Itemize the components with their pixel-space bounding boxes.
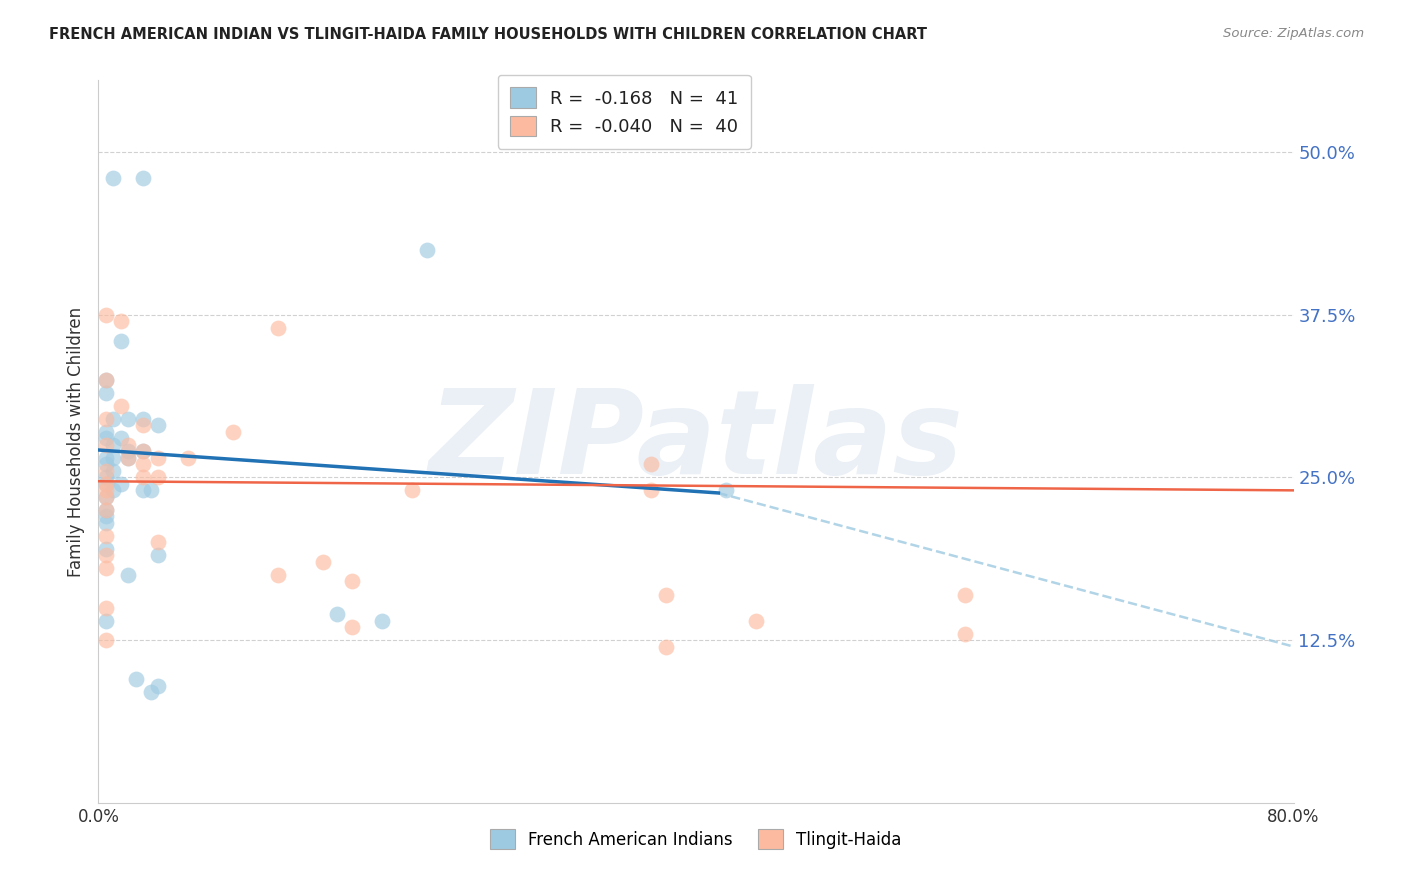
Point [94, 549, 117, 563]
Point [117, 450, 139, 465]
Point [94, 600, 117, 615]
Point [139, 483, 162, 498]
Point [222, 425, 245, 439]
Point [148, 470, 170, 484]
Point [416, 243, 439, 257]
Point [103, 450, 125, 465]
Text: ZIPatlas: ZIPatlas [429, 384, 963, 499]
Point [148, 418, 170, 433]
Point [94, 450, 117, 465]
Point [267, 568, 290, 582]
Point [117, 438, 139, 452]
Point [94, 541, 117, 556]
Point [94, 373, 117, 387]
Point [655, 640, 678, 654]
Point [371, 614, 394, 628]
Point [401, 483, 423, 498]
Point [326, 607, 349, 621]
Point [94, 529, 117, 543]
Point [714, 483, 737, 498]
Point [953, 626, 976, 640]
Point [103, 483, 125, 498]
Point [94, 458, 117, 472]
Point [94, 464, 117, 478]
Point [139, 685, 162, 699]
Point [94, 476, 117, 491]
Point [103, 438, 125, 452]
Point [117, 411, 139, 425]
Point [110, 314, 132, 328]
Point [94, 385, 117, 400]
Point [94, 483, 117, 498]
Point [132, 444, 155, 458]
Point [94, 490, 117, 504]
Point [132, 444, 155, 458]
Point [117, 450, 139, 465]
Y-axis label: Family Households with Children: Family Households with Children [66, 307, 84, 576]
Point [117, 444, 139, 458]
Point [117, 568, 139, 582]
Point [148, 679, 170, 693]
Point [94, 633, 117, 648]
Point [745, 614, 768, 628]
Point [342, 620, 364, 634]
Point [94, 503, 117, 517]
Point [94, 561, 117, 575]
Point [94, 503, 117, 517]
Point [177, 450, 200, 465]
Point [103, 464, 125, 478]
Point [110, 431, 132, 445]
Point [132, 458, 155, 472]
Text: FRENCH AMERICAN INDIAN VS TLINGIT-HAIDA FAMILY HOUSEHOLDS WITH CHILDREN CORRELAT: FRENCH AMERICAN INDIAN VS TLINGIT-HAIDA … [49, 27, 927, 42]
Point [94, 614, 117, 628]
Point [148, 450, 170, 465]
Point [640, 458, 662, 472]
Point [103, 170, 125, 185]
Point [110, 399, 132, 413]
Point [132, 470, 155, 484]
Text: Source: ZipAtlas.com: Source: ZipAtlas.com [1223, 27, 1364, 40]
Point [94, 516, 117, 530]
Point [94, 470, 117, 484]
Point [94, 431, 117, 445]
Point [132, 411, 155, 425]
Point [311, 555, 333, 569]
Point [110, 334, 132, 348]
Point [267, 320, 290, 334]
Point [640, 483, 662, 498]
Point [94, 411, 117, 425]
Point [94, 373, 117, 387]
Point [953, 587, 976, 601]
Point [94, 438, 117, 452]
Point [655, 587, 678, 601]
Point [94, 476, 117, 491]
Point [342, 574, 364, 589]
Point [110, 476, 132, 491]
Point [148, 549, 170, 563]
Point [103, 411, 125, 425]
Point [125, 672, 148, 686]
Point [94, 490, 117, 504]
Point [148, 535, 170, 549]
Point [94, 509, 117, 524]
Point [132, 170, 155, 185]
Point [132, 418, 155, 433]
Point [94, 308, 117, 322]
Legend: French American Indians, Tlingit-Haida: French American Indians, Tlingit-Haida [484, 822, 908, 856]
Point [94, 425, 117, 439]
Point [132, 483, 155, 498]
